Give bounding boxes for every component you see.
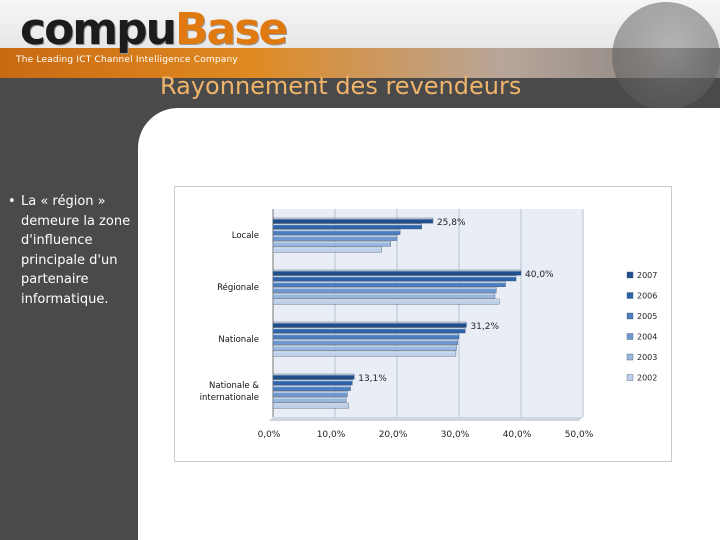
bar <box>272 275 517 282</box>
x-tick-label: 20,0% <box>379 430 408 440</box>
x-tick-label: 50,0% <box>565 430 594 440</box>
globe-icon <box>612 2 720 110</box>
header-orange-band <box>0 48 720 78</box>
bar <box>272 333 460 340</box>
bar <box>272 391 348 397</box>
legend-label: 2006 <box>637 292 657 301</box>
plot-floor <box>269 417 583 421</box>
category-label: Nationale <box>218 335 259 345</box>
data-label: 31,2% <box>470 322 499 332</box>
legend-swatch <box>626 292 634 299</box>
bar <box>272 396 347 403</box>
bar <box>272 241 392 247</box>
bar <box>272 379 353 386</box>
data-label: 25,8% <box>437 218 466 228</box>
legend-swatch <box>626 374 634 381</box>
x-tick-label: 10,0% <box>317 430 346 440</box>
bar <box>272 235 398 241</box>
header-banner: compuBase The Leading ICT Channel Intell… <box>0 0 720 78</box>
category-label: internationale <box>200 393 259 403</box>
compubase-logo: compuBase <box>20 4 288 55</box>
x-tick-label: 0,0% <box>258 430 281 440</box>
legend-label: 2003 <box>637 353 657 362</box>
bar <box>272 229 401 235</box>
bar <box>272 402 349 409</box>
bar <box>272 246 382 253</box>
chart-svg: 0,0% 10,0% 20,0% 30,0% 40,0% 50,0% 25,8% Locale… <box>200 209 657 440</box>
bar <box>272 373 355 380</box>
bar <box>272 269 522 276</box>
bullet-point: • La « région » demeure la zone d'influe… <box>4 192 140 309</box>
x-tick-label: 30,0% <box>441 430 470 440</box>
bullet-text: La « région » demeure la zone d'influenc… <box>21 194 131 307</box>
logo-tagline: The Leading ICT Channel Intelligence Com… <box>16 55 238 65</box>
bar <box>272 298 500 305</box>
legend-label: 2007 <box>637 271 657 280</box>
bar-chart: 0,0% 10,0% 20,0% 30,0% 40,0% 50,0% 25,8% Locale… <box>174 186 672 462</box>
bar <box>272 339 458 345</box>
bar <box>272 385 351 392</box>
legend-swatch <box>626 353 634 361</box>
legend-swatch <box>626 271 634 279</box>
category-label: Locale <box>232 231 259 241</box>
category-label: Nationale & <box>209 381 259 391</box>
bar <box>272 327 466 334</box>
category-label: Régionale <box>217 282 259 293</box>
bar <box>272 217 434 224</box>
bar <box>272 287 497 293</box>
bar <box>272 344 457 351</box>
bar <box>272 223 423 230</box>
bullet-dot-icon: • <box>8 194 16 209</box>
bar <box>272 350 457 357</box>
data-label: 40,0% <box>525 270 554 280</box>
legend-label: 2004 <box>637 333 657 342</box>
x-tick-label: 40,0% <box>503 430 532 440</box>
legend-swatch <box>626 333 634 340</box>
bar <box>272 292 496 299</box>
bar <box>272 321 467 328</box>
data-label: 13,1% <box>358 374 387 384</box>
slide-title: Rayonnement des revendeurs <box>160 72 522 100</box>
legend-label: 2002 <box>637 374 657 383</box>
bar <box>272 281 506 287</box>
legend-label: 2005 <box>637 312 657 321</box>
legend-swatch <box>626 312 634 320</box>
